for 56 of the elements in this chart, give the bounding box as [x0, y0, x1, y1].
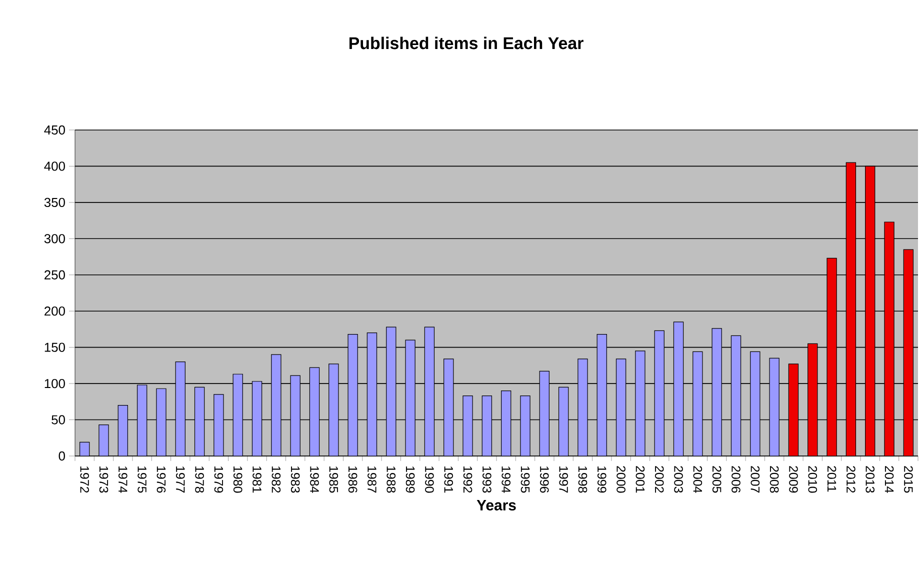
x-tick-label: 2011: [827, 466, 836, 492]
x-tick-label: 2005: [712, 466, 722, 493]
x-axis-title: Years: [476, 500, 516, 510]
x-tick-label: 1972: [80, 466, 89, 493]
x-tick-label: 1982: [272, 466, 281, 493]
x-tick-label: 2006: [732, 466, 740, 493]
y-tick-label: 0: [58, 451, 65, 461]
x-tick-label: 1976: [156, 466, 166, 493]
x-tick-label: 1978: [195, 466, 204, 493]
x-tick-label: 2003: [674, 466, 683, 493]
x-tick-label: 2009: [789, 466, 798, 493]
x-tick-label: 1981: [252, 466, 262, 493]
x-tick-label: 2012: [846, 466, 856, 493]
x-tick-label: 1988: [386, 466, 396, 493]
x-tick-label: 1974: [118, 466, 128, 493]
y-tick-label: 300: [44, 234, 65, 244]
x-tick-label: 1993: [482, 466, 492, 493]
x-tick-label: 2000: [616, 466, 626, 493]
x-tick-label: 1997: [559, 466, 568, 493]
x-tick-label: 2004: [693, 466, 702, 493]
y-tick-label: 400: [44, 162, 65, 171]
x-tick-label: 2001: [636, 466, 645, 493]
x-tick-label: 1986: [348, 466, 358, 493]
y-tick-label: 150: [44, 342, 65, 352]
y-tick-label: 50: [52, 415, 65, 424]
x-tick-label: 1975: [138, 466, 146, 493]
x-tick-label: 1987: [368, 466, 376, 493]
chart-title: Published items in Each Year: [349, 36, 584, 50]
x-tick-label: 1980: [233, 466, 242, 493]
x-tick-label: 1973: [99, 466, 108, 493]
x-tick-label: 1991: [444, 466, 454, 493]
y-tick-label: 250: [44, 270, 65, 280]
x-tick-label: 1990: [425, 466, 434, 493]
x-tick-label: 1994: [502, 466, 510, 493]
x-tick-label: 1998: [578, 466, 588, 493]
x-tick-label: 2014: [884, 466, 894, 493]
x-tick-label: 2002: [654, 466, 664, 493]
y-tick-label: 350: [44, 198, 65, 208]
x-tick-label: 2007: [750, 466, 760, 493]
x-tick-label: 1995: [520, 466, 530, 493]
x-tick-label: 1983: [290, 466, 300, 493]
x-tick-label: 2010: [808, 466, 818, 493]
x-tick-label: 1977: [176, 466, 185, 493]
x-tick-label: 1992: [463, 466, 472, 493]
x-tick-label: 2013: [866, 466, 875, 493]
x-tick-label: 1979: [214, 466, 224, 493]
x-tick-label: 2008: [770, 466, 779, 493]
y-tick-label: 450: [44, 125, 65, 135]
x-tick-label: 1996: [540, 466, 549, 493]
x-tick-label: 1984: [310, 466, 319, 493]
x-tick-label: 1999: [597, 466, 606, 493]
y-tick-label: 100: [44, 378, 65, 388]
y-tick-label: 200: [44, 306, 65, 316]
x-tick-label: 1985: [329, 466, 338, 493]
x-tick-label: 1989: [406, 466, 415, 493]
x-tick-label: 2015: [904, 466, 913, 493]
